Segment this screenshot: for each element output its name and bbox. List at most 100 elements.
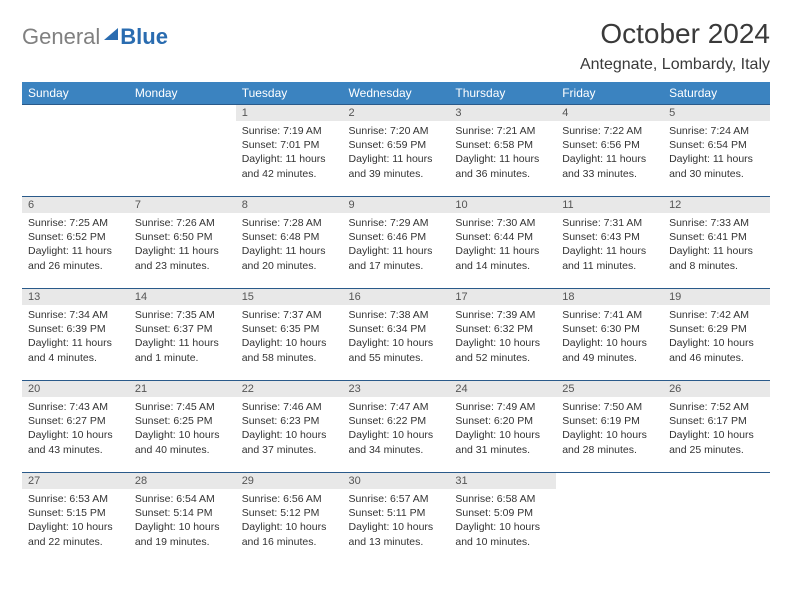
cell-line-dl1: Daylight: 11 hours: [455, 244, 550, 258]
cell-body: Sunrise: 7:47 AMSunset: 6:22 PMDaylight:…: [343, 397, 450, 463]
day-number: 17: [449, 289, 556, 305]
calendar-cell: 26Sunrise: 7:52 AMSunset: 6:17 PMDayligh…: [663, 381, 770, 473]
cell-line-sr: Sunrise: 7:19 AM: [242, 124, 337, 138]
cell-line-dl2: and 20 minutes.: [242, 259, 337, 273]
calendar-cell: 27Sunrise: 6:53 AMSunset: 5:15 PMDayligh…: [22, 473, 129, 565]
day-number: 8: [236, 197, 343, 213]
cell-line-sr: Sunrise: 6:56 AM: [242, 492, 337, 506]
calendar-cell: 24Sunrise: 7:49 AMSunset: 6:20 PMDayligh…: [449, 381, 556, 473]
cell-line-dl1: Daylight: 10 hours: [242, 428, 337, 442]
calendar-cell: 11Sunrise: 7:31 AMSunset: 6:43 PMDayligh…: [556, 197, 663, 289]
calendar-week-row: 20Sunrise: 7:43 AMSunset: 6:27 PMDayligh…: [22, 381, 770, 473]
cell-line-ss: Sunset: 6:23 PM: [242, 414, 337, 428]
logo-triangle-icon: [104, 28, 118, 40]
calendar-cell: [663, 473, 770, 565]
calendar-cell: 25Sunrise: 7:50 AMSunset: 6:19 PMDayligh…: [556, 381, 663, 473]
cell-line-sr: Sunrise: 7:22 AM: [562, 124, 657, 138]
weekday-header: Thursday: [449, 82, 556, 105]
cell-line-dl1: Daylight: 11 hours: [349, 244, 444, 258]
cell-line-dl2: and 1 minute.: [135, 351, 230, 365]
cell-line-sr: Sunrise: 7:28 AM: [242, 216, 337, 230]
cell-line-dl1: Daylight: 11 hours: [242, 152, 337, 166]
calendar-cell: 13Sunrise: 7:34 AMSunset: 6:39 PMDayligh…: [22, 289, 129, 381]
cell-body: Sunrise: 6:58 AMSunset: 5:09 PMDaylight:…: [449, 489, 556, 555]
cell-line-ss: Sunset: 6:56 PM: [562, 138, 657, 152]
cell-line-dl2: and 22 minutes.: [28, 535, 123, 549]
cell-line-dl2: and 42 minutes.: [242, 167, 337, 181]
cell-line-dl1: Daylight: 10 hours: [28, 428, 123, 442]
cell-line-sr: Sunrise: 7:31 AM: [562, 216, 657, 230]
cell-line-dl2: and 10 minutes.: [455, 535, 550, 549]
cell-line-dl2: and 28 minutes.: [562, 443, 657, 457]
calendar-week-row: 6Sunrise: 7:25 AMSunset: 6:52 PMDaylight…: [22, 197, 770, 289]
cell-line-dl2: and 46 minutes.: [669, 351, 764, 365]
cell-line-sr: Sunrise: 7:50 AM: [562, 400, 657, 414]
cell-line-dl2: and 43 minutes.: [28, 443, 123, 457]
day-number: 2: [343, 105, 450, 121]
cell-line-sr: Sunrise: 7:42 AM: [669, 308, 764, 322]
day-number: 19: [663, 289, 770, 305]
weekday-header: Wednesday: [343, 82, 450, 105]
cell-line-dl2: and 58 minutes.: [242, 351, 337, 365]
cell-line-dl2: and 39 minutes.: [349, 167, 444, 181]
day-number: 10: [449, 197, 556, 213]
cell-body: Sunrise: 7:43 AMSunset: 6:27 PMDaylight:…: [22, 397, 129, 463]
cell-line-ss: Sunset: 5:15 PM: [28, 506, 123, 520]
cell-line-ss: Sunset: 6:27 PM: [28, 414, 123, 428]
cell-line-sr: Sunrise: 7:26 AM: [135, 216, 230, 230]
calendar-cell: 23Sunrise: 7:47 AMSunset: 6:22 PMDayligh…: [343, 381, 450, 473]
cell-line-sr: Sunrise: 7:45 AM: [135, 400, 230, 414]
cell-line-sr: Sunrise: 7:33 AM: [669, 216, 764, 230]
calendar-cell: [556, 473, 663, 565]
cell-line-dl1: Daylight: 10 hours: [562, 336, 657, 350]
cell-line-dl2: and 34 minutes.: [349, 443, 444, 457]
cell-line-dl2: and 26 minutes.: [28, 259, 123, 273]
cell-body: Sunrise: 7:22 AMSunset: 6:56 PMDaylight:…: [556, 121, 663, 187]
cell-line-dl1: Daylight: 11 hours: [135, 244, 230, 258]
cell-line-sr: Sunrise: 7:49 AM: [455, 400, 550, 414]
cell-body: Sunrise: 7:26 AMSunset: 6:50 PMDaylight:…: [129, 213, 236, 279]
day-number: 16: [343, 289, 450, 305]
calendar-cell: 12Sunrise: 7:33 AMSunset: 6:41 PMDayligh…: [663, 197, 770, 289]
cell-line-dl2: and 33 minutes.: [562, 167, 657, 181]
day-number: 12: [663, 197, 770, 213]
cell-line-dl1: Daylight: 11 hours: [349, 152, 444, 166]
calendar-cell: [129, 105, 236, 197]
calendar-week-row: 1Sunrise: 7:19 AMSunset: 7:01 PMDaylight…: [22, 105, 770, 197]
cell-body: Sunrise: 7:28 AMSunset: 6:48 PMDaylight:…: [236, 213, 343, 279]
day-number: 9: [343, 197, 450, 213]
day-number: 22: [236, 381, 343, 397]
day-number: 20: [22, 381, 129, 397]
cell-line-sr: Sunrise: 7:25 AM: [28, 216, 123, 230]
cell-body: Sunrise: 7:41 AMSunset: 6:30 PMDaylight:…: [556, 305, 663, 371]
day-number: 1: [236, 105, 343, 121]
calendar-cell: 14Sunrise: 7:35 AMSunset: 6:37 PMDayligh…: [129, 289, 236, 381]
cell-line-sr: Sunrise: 7:21 AM: [455, 124, 550, 138]
cell-line-ss: Sunset: 6:20 PM: [455, 414, 550, 428]
cell-line-dl2: and 4 minutes.: [28, 351, 123, 365]
cell-body: Sunrise: 6:54 AMSunset: 5:14 PMDaylight:…: [129, 489, 236, 555]
calendar-cell: 19Sunrise: 7:42 AMSunset: 6:29 PMDayligh…: [663, 289, 770, 381]
cell-body: Sunrise: 7:31 AMSunset: 6:43 PMDaylight:…: [556, 213, 663, 279]
calendar-cell: 17Sunrise: 7:39 AMSunset: 6:32 PMDayligh…: [449, 289, 556, 381]
cell-body: Sunrise: 7:37 AMSunset: 6:35 PMDaylight:…: [236, 305, 343, 371]
cell-line-ss: Sunset: 6:25 PM: [135, 414, 230, 428]
cell-line-dl1: Daylight: 10 hours: [669, 428, 764, 442]
day-number: 18: [556, 289, 663, 305]
cell-line-dl2: and 30 minutes.: [669, 167, 764, 181]
cell-line-dl2: and 8 minutes.: [669, 259, 764, 273]
calendar-cell: 21Sunrise: 7:45 AMSunset: 6:25 PMDayligh…: [129, 381, 236, 473]
calendar-cell: 28Sunrise: 6:54 AMSunset: 5:14 PMDayligh…: [129, 473, 236, 565]
day-number: 28: [129, 473, 236, 489]
day-number: 14: [129, 289, 236, 305]
weekday-header-row: Sunday Monday Tuesday Wednesday Thursday…: [22, 82, 770, 105]
calendar-cell: 22Sunrise: 7:46 AMSunset: 6:23 PMDayligh…: [236, 381, 343, 473]
logo-text-gray: General: [22, 24, 100, 50]
cell-body: Sunrise: 7:30 AMSunset: 6:44 PMDaylight:…: [449, 213, 556, 279]
cell-line-sr: Sunrise: 7:35 AM: [135, 308, 230, 322]
cell-line-dl1: Daylight: 10 hours: [455, 520, 550, 534]
cell-line-ss: Sunset: 6:50 PM: [135, 230, 230, 244]
day-number: [129, 105, 236, 121]
cell-line-ss: Sunset: 6:30 PM: [562, 322, 657, 336]
calendar-week-row: 27Sunrise: 6:53 AMSunset: 5:15 PMDayligh…: [22, 473, 770, 565]
